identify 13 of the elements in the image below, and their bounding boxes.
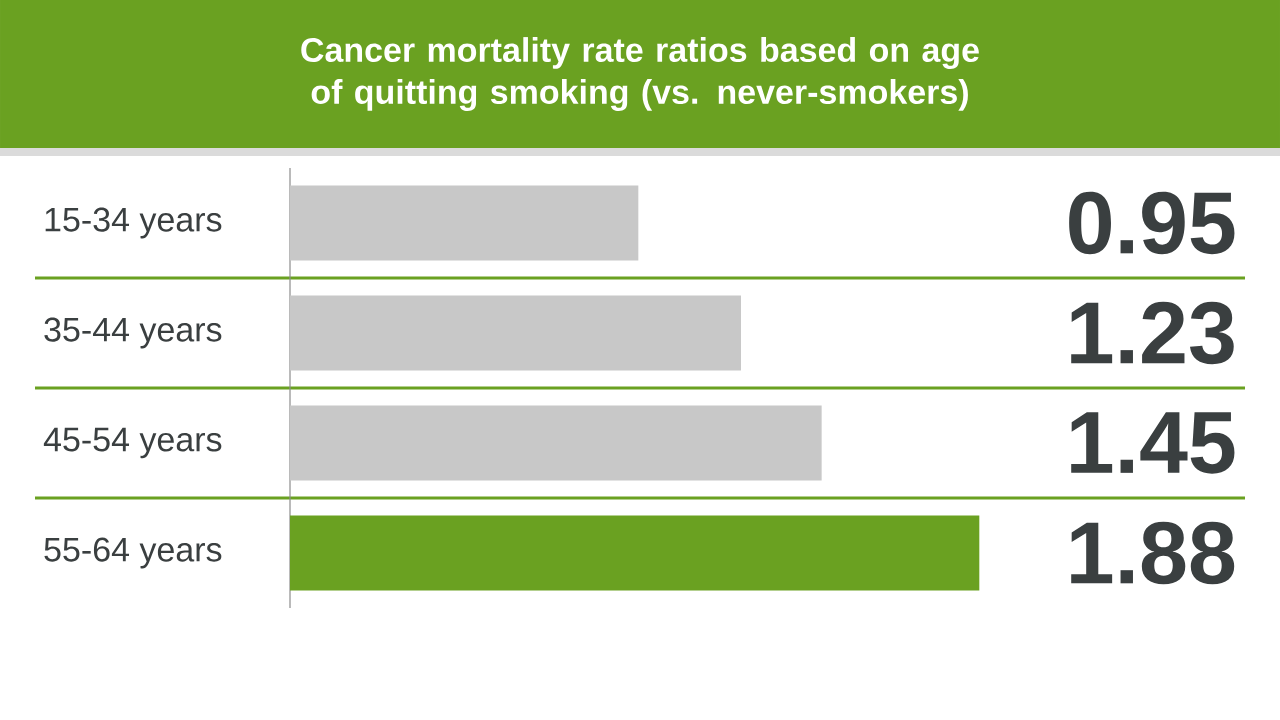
bar (290, 295, 741, 371)
bar (290, 405, 822, 481)
chart-title: Cancer mortality rate ratios based on age of quitting smoking (vs. never-smokers) (301, 37, 979, 111)
y-tick-label: 35-44 years (44, 317, 222, 349)
data-label: 1.45 (1071, 412, 1235, 474)
y-tick-label: 15-34 years (45, 207, 222, 239)
y-tick-label: 55-64 years (44, 537, 222, 569)
bar (290, 515, 980, 591)
bar (290, 185, 639, 261)
data-label: 1.23 (1071, 301, 1234, 365)
data-label: 0.95 (1069, 191, 1235, 255)
data-label: 1.88 (1071, 521, 1235, 585)
y-tick-label: 45-54 years (43, 427, 222, 459)
